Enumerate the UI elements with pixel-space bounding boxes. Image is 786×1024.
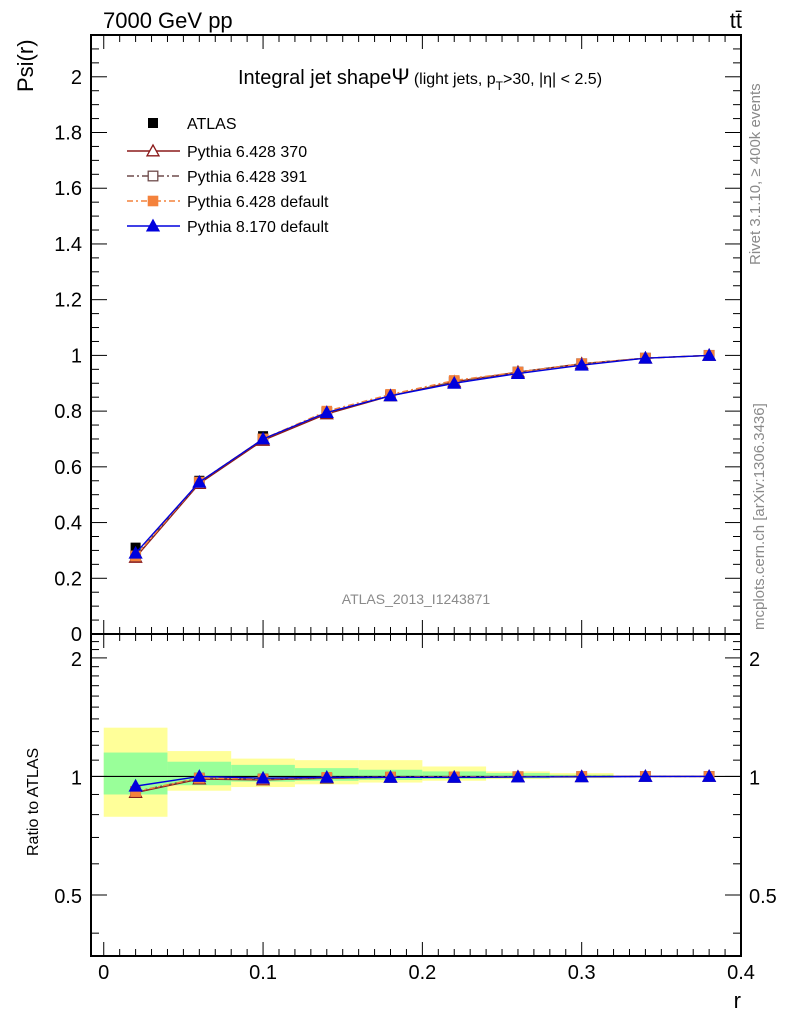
series-3-ratio-point	[702, 769, 717, 782]
series-3-point	[510, 366, 526, 379]
legend-marker-0	[145, 143, 161, 157]
analysis-watermark: ATLAS_2013_I1243871	[342, 591, 491, 607]
legend: ATLAS Pythia 6.428 370 Pythia 6.428 391 Py…	[127, 116, 329, 236]
series-3-line	[135, 354, 710, 554]
series-2-line	[135, 354, 710, 557]
series-3-ratio-point	[383, 769, 398, 783]
y-tick-label: 1.8	[54, 123, 82, 145]
y-tick-label: 0	[71, 624, 82, 646]
main-series	[128, 348, 717, 563]
ratio-tick-label: 0.5	[54, 886, 82, 908]
x-tick-label: 0.1	[249, 962, 277, 984]
series-3-point	[574, 357, 589, 371]
series-3-ratio-point	[447, 769, 462, 783]
ratio-plot-frame	[90, 633, 742, 957]
y-tick-label: 1.6	[54, 178, 82, 200]
legend-marker-atlas	[148, 118, 158, 128]
y-tick-label: 1	[71, 345, 82, 367]
x-tick-label: 0.3	[568, 962, 596, 984]
legend-label-1: Pythia 6.428 391	[187, 169, 307, 186]
series-3-point	[702, 348, 717, 361]
series-3-ratio-point	[638, 769, 653, 782]
y-tick-label: 2	[71, 67, 82, 89]
process-label: tt̄	[730, 8, 742, 33]
legend-label-atlas: ATLAS	[187, 116, 237, 133]
mcplots-label: mcplots.cern.ch [arXiv:1306.3436]	[751, 403, 768, 630]
ratio-axis-label: Ratio to ATLAS	[25, 748, 42, 856]
y-tick-label: 0.8	[54, 401, 82, 423]
ratio-tick-label-right: 2	[749, 649, 760, 671]
legend-marker-2	[147, 195, 159, 207]
series-3-ratio-point	[510, 769, 526, 783]
chart-title: Integral jet shapeΨ (light jets, pT>30, |…	[238, 64, 602, 93]
series-3-point	[319, 405, 334, 418]
y-axis-label: Psi(r)	[13, 39, 38, 92]
legend-label-2: Pythia 6.428 default	[187, 194, 329, 211]
legend-marker-3	[145, 218, 161, 232]
series-3-ratio-point	[192, 769, 207, 782]
x-tick-label: 0.2	[408, 962, 436, 984]
series-3-point	[447, 375, 462, 389]
ratio-tick-label-right: 1	[749, 767, 760, 789]
series-3-point	[192, 474, 207, 488]
y-tick-label: 0.6	[54, 457, 82, 479]
series-3-ratio-point	[574, 769, 589, 783]
collision-label: 7000 GeV pp	[103, 8, 233, 33]
legend-label-3: Pythia 8.170 default	[187, 219, 329, 236]
y-tick-label: 0.4	[54, 513, 82, 535]
ratio-tick-label: 1	[71, 767, 82, 789]
ratio-tick-label: 2	[71, 649, 82, 671]
y-tick-label: 0.2	[54, 568, 82, 590]
series-0-line	[135, 354, 710, 558]
legend-marker-1	[147, 170, 159, 182]
ratio-tick-label-right: 0.5	[749, 886, 777, 908]
y-tick-label: 1.2	[54, 290, 82, 312]
ratio-series	[128, 769, 717, 799]
series-3-ratio-point	[255, 770, 271, 784]
legend-label-0: Pythia 6.428 370	[187, 144, 307, 161]
series-3-point	[255, 431, 271, 445]
series-3-ratio-line	[135, 775, 710, 787]
y-tick-label: 1.4	[54, 234, 82, 256]
x-tick-label: 0.4	[727, 962, 755, 984]
series-3-ratio-point	[319, 769, 334, 783]
series-3-ratio-point	[128, 778, 143, 792]
series-3-point	[383, 388, 398, 402]
series-3-point	[128, 545, 143, 559]
x-axis-label: r	[734, 988, 741, 1013]
x-tick-label: 0	[98, 962, 109, 984]
rivet-version-label: Rivet 3.1.10, ≥ 400k events	[747, 83, 764, 265]
series-3-point	[638, 350, 653, 364]
axes: 0 0.1 0.2 0.3 0.4 0 0.2 0.4 0.6 0.8 1 1.2 1.4 1.6 1.8 2…	[54, 34, 777, 984]
series-1-line	[135, 354, 710, 557]
